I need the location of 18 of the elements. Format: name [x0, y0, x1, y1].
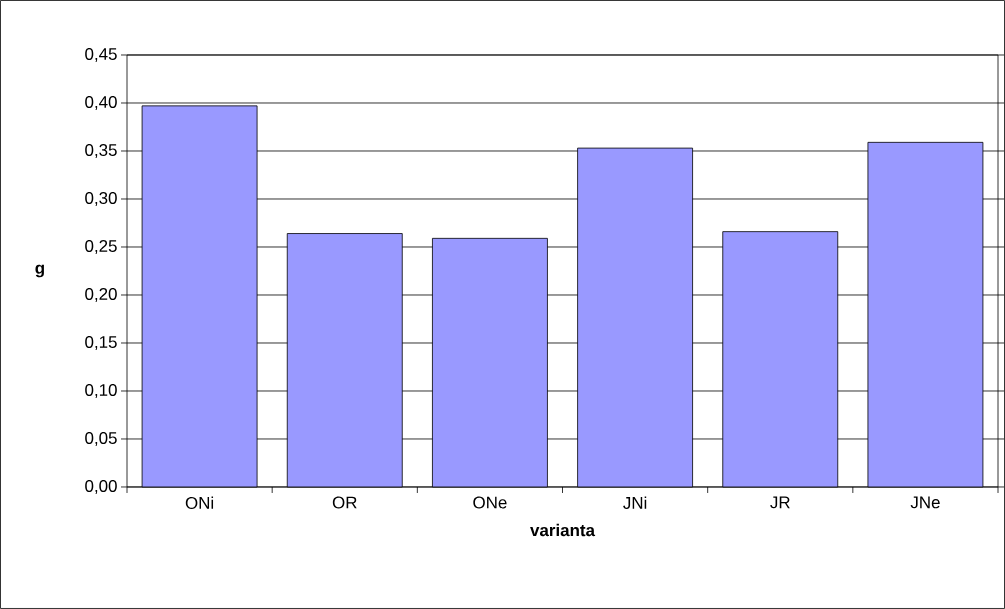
- x-tick-label: JR: [770, 496, 790, 509]
- y-tick-label: 0,05: [85, 431, 117, 446]
- x-tick-label: OR: [332, 496, 357, 509]
- y-tick-label: 0,40: [85, 95, 117, 110]
- y-tick-label: 0,10: [85, 383, 117, 398]
- y-tick-label: 0,25: [85, 239, 117, 254]
- x-tick-label: JNi: [623, 496, 647, 509]
- y-tick-label: 0,20: [85, 287, 117, 302]
- x-tick-label: ONi: [185, 496, 214, 509]
- y-tick-label: 0,35: [85, 143, 117, 158]
- x-tick-label: JNe: [910, 496, 940, 509]
- y-tick-label: 0,00: [85, 479, 117, 494]
- x-axis-title: varianta: [530, 523, 596, 537]
- y-tick-label: 0,15: [85, 335, 117, 350]
- y-axis-title: g: [35, 264, 44, 278]
- y-tick-label: 0,30: [85, 191, 117, 206]
- y-tick-label: 0,45: [85, 47, 117, 62]
- x-tick-label: ONe: [473, 496, 507, 509]
